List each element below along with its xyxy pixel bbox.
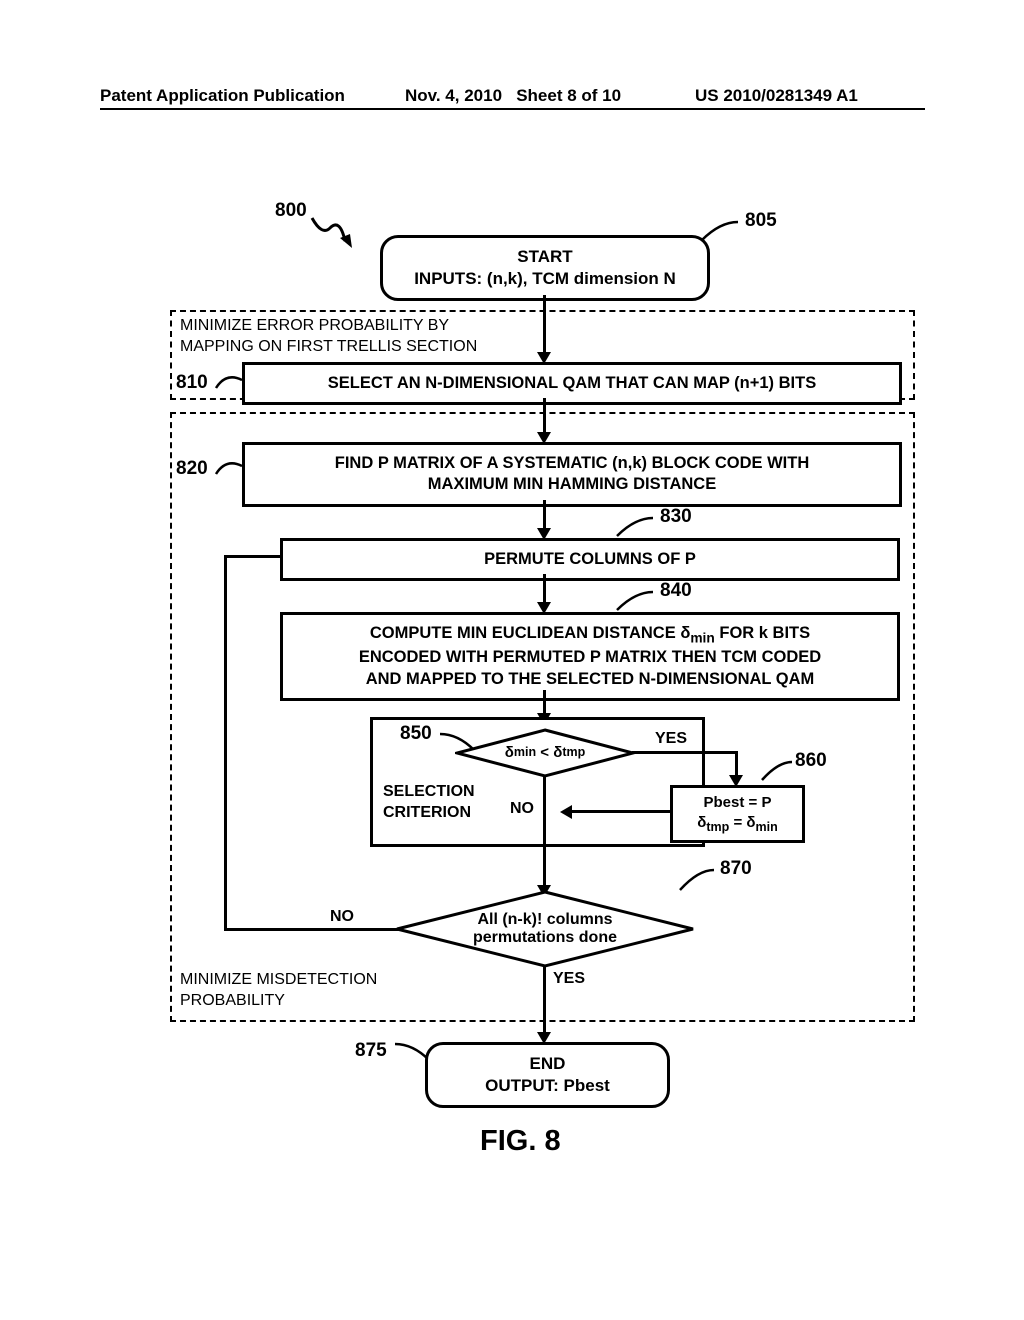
arrow-850-860-h — [632, 751, 737, 754]
selection-criterion-label: SELECTION CRITERION — [383, 782, 475, 824]
ref-800: 800 — [275, 200, 307, 222]
label-yes-870: YES — [553, 970, 585, 988]
end-line1: END — [446, 1053, 649, 1075]
label-yes-850: YES — [655, 730, 687, 748]
diamond-850: δmin < δtmp — [455, 728, 635, 778]
ref-840: 840 — [660, 580, 692, 602]
arrow-860-merge — [570, 810, 670, 813]
figure-title: FIG. 8 — [480, 1125, 561, 1158]
diamond-870: All (n-k)! columns permutations done — [395, 890, 695, 968]
start-box: START INPUTS: (n,k), TCM dimension N — [380, 235, 710, 301]
ref-870: 870 — [720, 858, 752, 880]
header-date-sheet: Nov. 4, 2010 Sheet 8 of 10 — [405, 86, 621, 106]
header-divider — [100, 108, 925, 110]
box-find-p: FIND P MATRIX OF A SYSTEMATIC (n,k) BLOC… — [242, 442, 902, 507]
arrow-870-end — [543, 965, 546, 1040]
pointer-810 — [214, 370, 244, 392]
wavy-arrow-800 — [310, 216, 360, 256]
ref-830: 830 — [660, 506, 692, 528]
pointer-860 — [760, 760, 795, 785]
box-compute: COMPUTE MIN EUCLIDEAN DISTANCE δmin FOR … — [280, 612, 900, 701]
ref-860: 860 — [795, 750, 827, 772]
flowchart-800: 800 805 START INPUTS: (n,k), TCM dimensi… — [0, 180, 1024, 1180]
start-line1: START — [401, 246, 689, 268]
arrowhead-860-merge — [560, 805, 572, 819]
ref-805: 805 — [745, 210, 777, 232]
pointer-820 — [214, 456, 244, 478]
end-box: END OUTPUT: Pbest — [425, 1042, 670, 1108]
dash-label-1: MINIMIZE ERROR PROBABILITY BY MAPPING ON… — [180, 316, 477, 358]
header-publication: Patent Application Publication — [100, 86, 345, 106]
arrow-870-loop-h2 — [224, 555, 280, 558]
ref-850: 850 — [400, 723, 432, 745]
arrow-870-loop-h — [224, 928, 399, 931]
ref-820: 820 — [176, 458, 208, 480]
box-assign: Pbest = P δtmp = δmin — [670, 785, 805, 843]
arrow-850-870 — [543, 776, 546, 891]
ref-875: 875 — [355, 1040, 387, 1062]
start-line2: INPUTS: (n,k), TCM dimension N — [401, 268, 689, 290]
label-no-870: NO — [330, 908, 354, 926]
end-line2: OUTPUT: Pbest — [446, 1075, 649, 1097]
box-permute: PERMUTE COLUMNS OF P — [280, 538, 900, 581]
ref-810: 810 — [176, 372, 208, 394]
dash-label-2: MINIMIZE MISDETECTION PROBABILITY — [180, 970, 377, 1012]
header-pub-number: US 2010/0281349 A1 — [695, 86, 858, 106]
label-no-850: NO — [510, 800, 534, 818]
arrow-870-loop-v — [224, 555, 227, 931]
box-select-qam: SELECT AN N-DIMENSIONAL QAM THAT CAN MAP… — [242, 362, 902, 405]
